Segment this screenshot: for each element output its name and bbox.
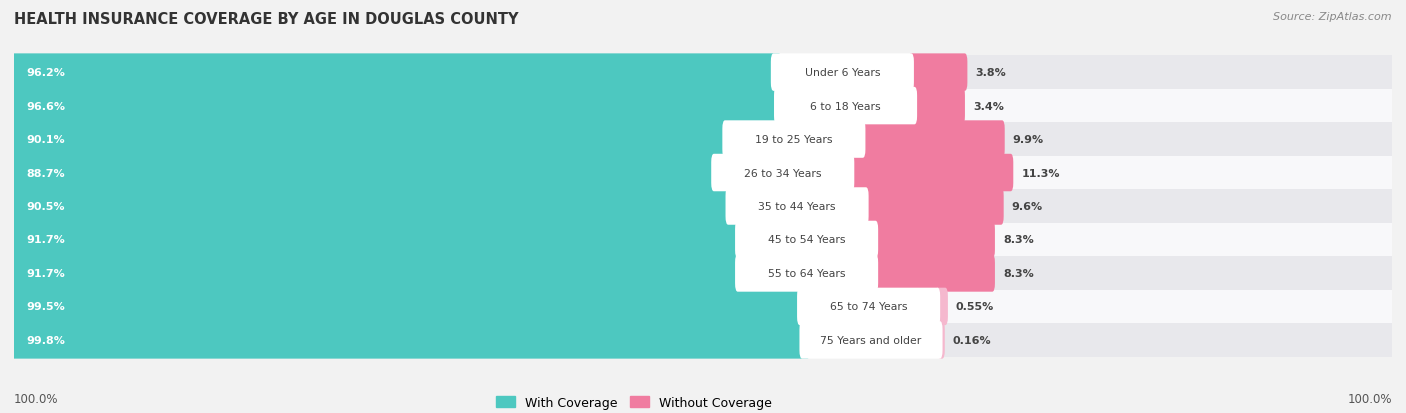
FancyBboxPatch shape [11,221,745,259]
FancyBboxPatch shape [11,188,737,225]
Text: 96.2%: 96.2% [27,68,66,78]
FancyBboxPatch shape [797,288,941,325]
Text: 8.3%: 8.3% [1002,235,1033,245]
FancyBboxPatch shape [935,288,948,325]
Text: 9.9%: 9.9% [1012,135,1043,145]
FancyBboxPatch shape [863,188,1004,225]
Text: 91.7%: 91.7% [27,235,66,245]
FancyBboxPatch shape [775,88,917,125]
FancyBboxPatch shape [723,121,866,159]
Text: Under 6 Years: Under 6 Years [804,68,880,78]
FancyBboxPatch shape [14,290,1392,323]
Legend: With Coverage, Without Coverage: With Coverage, Without Coverage [492,391,776,413]
FancyBboxPatch shape [912,88,965,125]
FancyBboxPatch shape [938,321,945,359]
Text: 3.8%: 3.8% [976,68,1007,78]
Text: 65 to 74 Years: 65 to 74 Years [830,301,907,312]
FancyBboxPatch shape [14,223,1392,256]
Text: 100.0%: 100.0% [14,392,59,405]
Text: 26 to 34 Years: 26 to 34 Years [744,168,821,178]
Text: 99.5%: 99.5% [27,301,66,312]
Text: 90.5%: 90.5% [27,202,65,211]
Text: 55 to 64 Years: 55 to 64 Years [768,268,845,278]
FancyBboxPatch shape [14,56,1392,90]
FancyBboxPatch shape [735,254,879,292]
FancyBboxPatch shape [11,288,807,325]
Text: 91.7%: 91.7% [27,268,66,278]
Text: 75 Years and older: 75 Years and older [820,335,921,345]
FancyBboxPatch shape [800,321,942,359]
FancyBboxPatch shape [849,154,1014,192]
FancyBboxPatch shape [873,254,995,292]
Text: 35 to 44 Years: 35 to 44 Years [758,202,835,211]
Text: 0.16%: 0.16% [953,335,991,345]
FancyBboxPatch shape [860,121,1005,159]
FancyBboxPatch shape [11,88,785,125]
Text: 8.3%: 8.3% [1002,268,1033,278]
Text: 45 to 54 Years: 45 to 54 Years [768,235,845,245]
Text: HEALTH INSURANCE COVERAGE BY AGE IN DOUGLAS COUNTY: HEALTH INSURANCE COVERAGE BY AGE IN DOUG… [14,12,519,27]
Text: 3.4%: 3.4% [973,101,1004,112]
Text: 0.55%: 0.55% [956,301,994,312]
Text: 96.6%: 96.6% [27,101,66,112]
Text: Source: ZipAtlas.com: Source: ZipAtlas.com [1274,12,1392,22]
FancyBboxPatch shape [14,123,1392,157]
FancyBboxPatch shape [11,321,810,359]
FancyBboxPatch shape [14,90,1392,123]
FancyBboxPatch shape [14,157,1392,190]
FancyBboxPatch shape [770,54,914,92]
Text: 100.0%: 100.0% [1347,392,1392,405]
FancyBboxPatch shape [11,54,782,92]
Text: 19 to 25 Years: 19 to 25 Years [755,135,832,145]
Text: 88.7%: 88.7% [27,168,66,178]
FancyBboxPatch shape [14,190,1392,223]
Text: 6 to 18 Years: 6 to 18 Years [810,101,882,112]
Text: 11.3%: 11.3% [1021,168,1060,178]
FancyBboxPatch shape [11,254,745,292]
FancyBboxPatch shape [711,154,855,192]
FancyBboxPatch shape [14,256,1392,290]
FancyBboxPatch shape [11,121,733,159]
FancyBboxPatch shape [908,54,967,92]
FancyBboxPatch shape [14,323,1392,357]
FancyBboxPatch shape [11,154,721,192]
FancyBboxPatch shape [735,221,879,259]
Text: 9.6%: 9.6% [1012,202,1043,211]
Text: 99.8%: 99.8% [27,335,66,345]
FancyBboxPatch shape [873,221,995,259]
FancyBboxPatch shape [725,188,869,225]
Text: 90.1%: 90.1% [27,135,66,145]
